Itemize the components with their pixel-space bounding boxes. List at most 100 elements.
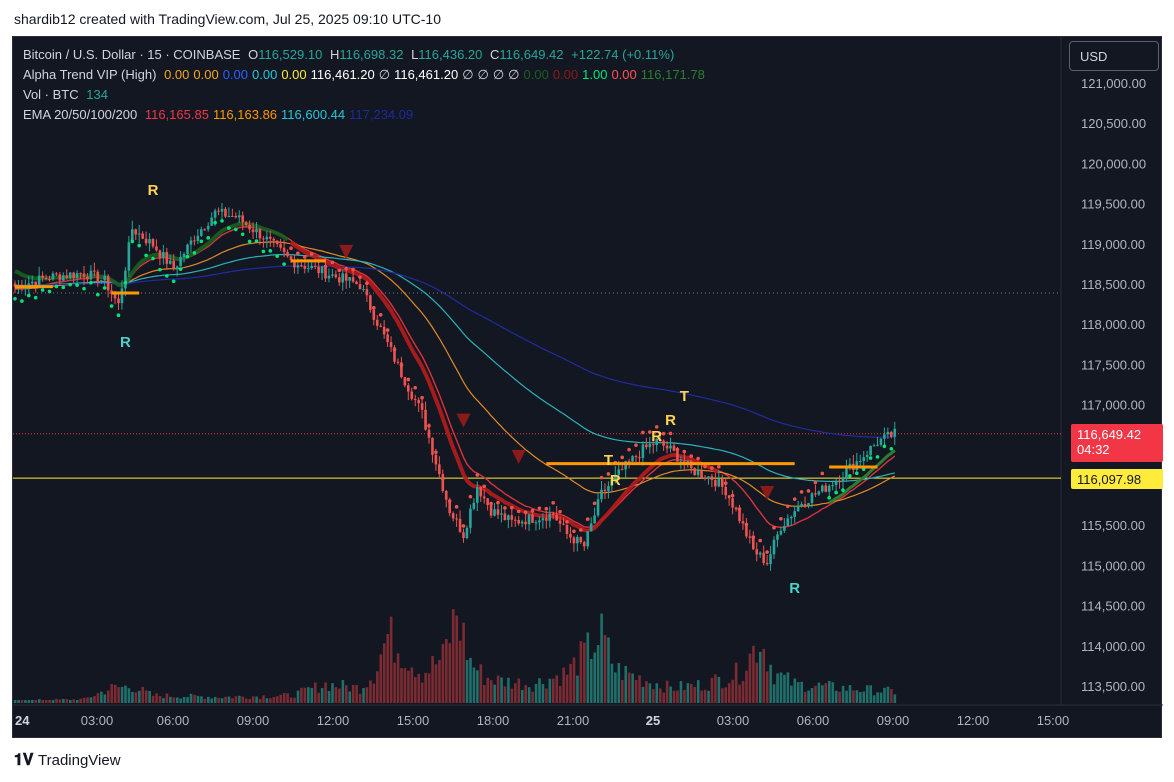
candle-body[interactable] — [55, 273, 58, 275]
candle-body[interactable] — [355, 281, 358, 285]
candle-body[interactable] — [300, 265, 303, 267]
candle-body[interactable] — [237, 215, 241, 218]
candle-body[interactable] — [503, 513, 507, 520]
candle-body[interactable] — [841, 478, 845, 482]
candle-body[interactable] — [231, 216, 234, 218]
candle-body[interactable] — [282, 247, 286, 253]
candle-body[interactable] — [303, 266, 307, 269]
candle-body[interactable] — [27, 283, 31, 287]
candle-body[interactable] — [551, 513, 555, 515]
candle-body[interactable] — [324, 266, 327, 279]
candle-body[interactable] — [672, 445, 676, 451]
candle-body[interactable] — [486, 498, 489, 506]
candle-body[interactable] — [786, 518, 790, 526]
candle-body[interactable] — [858, 461, 862, 463]
candle-body[interactable] — [545, 518, 548, 521]
candle-body[interactable] — [655, 438, 658, 446]
candle-body[interactable] — [527, 514, 531, 525]
candle-body[interactable] — [710, 476, 714, 481]
candle-body[interactable] — [796, 505, 800, 512]
candle-body[interactable] — [227, 216, 231, 218]
candle-body[interactable] — [658, 438, 662, 441]
candle-body[interactable] — [279, 244, 282, 248]
candle-body[interactable] — [417, 399, 420, 404]
candle-body[interactable] — [213, 210, 217, 218]
candle-body[interactable] — [479, 487, 483, 497]
price-chart[interactable]: 121,000.00 120,500.00 120,000.00 119,500.00… — [13, 37, 1163, 739]
candle-body[interactable] — [200, 229, 203, 236]
candle-body[interactable] — [834, 480, 838, 486]
candle-body[interactable] — [720, 478, 724, 487]
candle-body[interactable] — [803, 503, 807, 506]
candle-body[interactable] — [120, 288, 124, 304]
candle-body[interactable] — [531, 514, 534, 523]
candle-body[interactable] — [865, 455, 869, 458]
candle-body[interactable] — [620, 469, 624, 471]
candle-body[interactable] — [396, 361, 400, 363]
candle-body[interactable] — [538, 520, 541, 523]
candle-body[interactable] — [579, 536, 583, 543]
candle-body[interactable] — [386, 334, 389, 343]
candle-body[interactable] — [341, 273, 345, 283]
candle-body[interactable] — [500, 513, 503, 515]
ema-row[interactable]: EMA 20/50/100/200 116,165.85 116,163.86 11… — [23, 105, 713, 125]
candle-body[interactable] — [731, 498, 734, 508]
candle-body[interactable] — [269, 236, 272, 239]
candle-body[interactable] — [41, 275, 44, 278]
candle-body[interactable] — [141, 233, 144, 239]
candle-body[interactable] — [758, 552, 762, 555]
candle-body[interactable] — [783, 525, 786, 531]
candle-body[interactable] — [752, 537, 755, 550]
candle-body[interactable] — [610, 479, 614, 487]
candle-body[interactable] — [520, 521, 524, 524]
candle-body[interactable] — [807, 503, 810, 506]
candle-body[interactable] — [548, 513, 552, 521]
candle-body[interactable] — [679, 461, 683, 463]
candle-body[interactable] — [793, 511, 796, 517]
candle-body[interactable] — [48, 278, 51, 280]
candle-body[interactable] — [37, 275, 41, 286]
candle-body[interactable] — [603, 489, 607, 491]
candle-body[interactable] — [741, 521, 745, 524]
candle-body[interactable] — [441, 474, 445, 491]
candle-body[interactable] — [275, 240, 279, 245]
candle-body[interactable] — [289, 256, 293, 261]
candle-body[interactable] — [248, 224, 251, 230]
candle-body[interactable] — [400, 362, 403, 378]
candle-body[interactable] — [96, 271, 100, 283]
candle-body[interactable] — [576, 536, 579, 544]
candle-body[interactable] — [172, 260, 175, 270]
candle-body[interactable] — [75, 273, 79, 278]
candle-body[interactable] — [203, 229, 207, 231]
candle-body[interactable] — [72, 272, 75, 278]
candle-body[interactable] — [338, 277, 341, 283]
candle-body[interactable] — [827, 485, 831, 492]
candle-body[interactable] — [651, 444, 655, 446]
candle-body[interactable] — [596, 499, 600, 516]
candle-body[interactable] — [569, 533, 572, 538]
candle-body[interactable] — [451, 513, 455, 519]
candle-body[interactable] — [113, 293, 117, 299]
candle-body[interactable] — [51, 273, 55, 280]
candle-body[interactable] — [762, 552, 765, 563]
candle-body[interactable] — [296, 265, 300, 268]
candle-body[interactable] — [234, 216, 238, 218]
candle-body[interactable] — [734, 507, 738, 510]
candle-body[interactable] — [375, 319, 379, 326]
candle-body[interactable] — [265, 236, 269, 240]
alpha-trend-row[interactable]: Alpha Trend VIP (High) 0.00 0.00 0.00 0.00 0… — [23, 65, 713, 85]
candle-body[interactable] — [883, 434, 886, 439]
candle-body[interactable] — [458, 518, 462, 533]
candle-body[interactable] — [489, 505, 493, 516]
candle-body[interactable] — [99, 280, 103, 283]
candle-body[interactable] — [638, 457, 641, 459]
alpha-trend-name[interactable]: Alpha Trend VIP (High) — [23, 67, 157, 82]
candle-body[interactable] — [348, 277, 351, 281]
candle-body[interactable] — [389, 342, 393, 348]
candle-body[interactable] — [68, 272, 72, 278]
candle-body[interactable] — [407, 385, 410, 392]
candle-body[interactable] — [748, 536, 752, 538]
candle-body[interactable] — [424, 409, 427, 430]
candle-body[interactable] — [769, 554, 772, 565]
volume-row[interactable]: Vol · BTC 134 — [23, 85, 713, 105]
